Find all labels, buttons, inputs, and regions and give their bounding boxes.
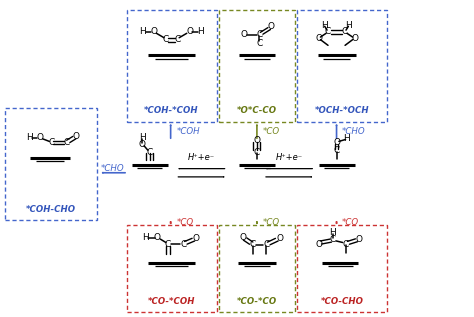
Text: *CO: *CO bbox=[263, 127, 280, 136]
Text: H: H bbox=[345, 21, 352, 30]
Text: C: C bbox=[256, 39, 263, 48]
Text: O: O bbox=[73, 132, 79, 141]
Text: C: C bbox=[329, 235, 336, 244]
Text: H: H bbox=[198, 27, 204, 36]
Text: C: C bbox=[325, 27, 331, 36]
Text: *CHO: *CHO bbox=[342, 127, 366, 136]
Text: O: O bbox=[150, 27, 157, 36]
Text: O: O bbox=[315, 35, 322, 43]
Text: O: O bbox=[254, 136, 260, 145]
Text: H: H bbox=[139, 133, 146, 142]
Text: O: O bbox=[315, 240, 322, 249]
Text: O: O bbox=[139, 140, 146, 149]
Text: C: C bbox=[250, 240, 256, 249]
FancyBboxPatch shape bbox=[297, 10, 387, 122]
Text: *CO: *CO bbox=[263, 218, 280, 227]
Text: C: C bbox=[146, 148, 153, 157]
Text: *OCH-*OCH: *OCH-*OCH bbox=[315, 107, 370, 115]
Text: H: H bbox=[26, 133, 33, 142]
Text: H: H bbox=[344, 134, 350, 143]
Text: C: C bbox=[254, 148, 260, 157]
Text: *CHO: *CHO bbox=[100, 164, 124, 173]
Text: *COH: *COH bbox=[176, 127, 200, 136]
Text: H: H bbox=[321, 21, 328, 30]
FancyBboxPatch shape bbox=[219, 225, 295, 312]
Text: *CO-CHO: *CO-CHO bbox=[321, 297, 364, 306]
FancyBboxPatch shape bbox=[127, 225, 217, 312]
Text: C: C bbox=[342, 27, 348, 36]
Text: H: H bbox=[139, 27, 146, 36]
Text: O: O bbox=[193, 234, 200, 243]
Text: C: C bbox=[263, 240, 270, 249]
Text: O: O bbox=[333, 138, 340, 147]
Text: O: O bbox=[240, 30, 247, 39]
Text: H: H bbox=[329, 229, 336, 237]
Text: O: O bbox=[186, 27, 193, 36]
Text: *CO: *CO bbox=[176, 218, 193, 227]
Text: O: O bbox=[268, 23, 274, 31]
Text: C: C bbox=[343, 240, 349, 249]
Text: O: O bbox=[239, 233, 246, 242]
FancyBboxPatch shape bbox=[297, 225, 387, 312]
Text: *COH-CHO: *COH-CHO bbox=[26, 205, 76, 214]
Text: O: O bbox=[36, 133, 43, 142]
Text: C: C bbox=[174, 35, 181, 44]
FancyBboxPatch shape bbox=[5, 108, 97, 220]
Text: O: O bbox=[276, 234, 283, 243]
Text: *COH-*COH: *COH-*COH bbox=[144, 107, 199, 115]
Text: C: C bbox=[164, 240, 171, 249]
Text: C: C bbox=[256, 30, 263, 39]
FancyBboxPatch shape bbox=[127, 10, 217, 122]
Text: O: O bbox=[154, 233, 161, 242]
Text: C: C bbox=[48, 138, 55, 147]
Text: H⁺+e⁻: H⁺+e⁻ bbox=[188, 153, 215, 162]
Text: C: C bbox=[63, 138, 70, 147]
Text: *CO: *CO bbox=[342, 218, 359, 227]
Text: C: C bbox=[180, 240, 187, 249]
Text: H: H bbox=[142, 233, 149, 242]
Text: *O*C-CO: *O*C-CO bbox=[237, 107, 277, 115]
FancyBboxPatch shape bbox=[219, 10, 295, 122]
Text: H⁺+e⁻: H⁺+e⁻ bbox=[275, 153, 303, 162]
Text: *CO-*CO: *CO-*CO bbox=[237, 297, 277, 306]
Text: C: C bbox=[333, 146, 340, 155]
Text: O: O bbox=[356, 235, 363, 244]
Text: *CO-*COH: *CO-*COH bbox=[148, 297, 195, 306]
Text: O: O bbox=[351, 35, 358, 43]
Text: C: C bbox=[163, 35, 169, 44]
